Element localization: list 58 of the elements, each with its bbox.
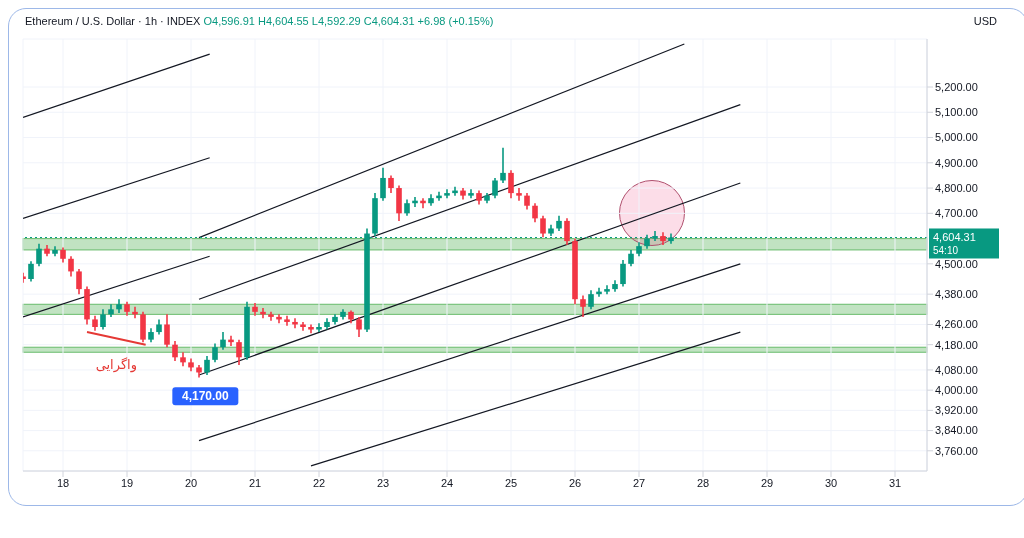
x-tick-label: 24 xyxy=(440,476,454,489)
candlestick xyxy=(532,202,538,223)
x-tick-label: 30 xyxy=(824,476,838,489)
y-tick-label: 4,700.00 xyxy=(935,207,978,220)
candlestick xyxy=(28,260,34,283)
candlestick xyxy=(580,294,586,318)
candlestick xyxy=(68,255,74,278)
candlestick xyxy=(500,146,506,184)
chart-subtitle: O4,596.91 H4,604.55 L4,592.29 C4,604.31 +6.98 (+0.15%) xyxy=(203,15,494,27)
x-tick-label: 20 xyxy=(184,476,198,489)
y-tick-label: 4,800.00 xyxy=(935,181,978,194)
annotation: 4,170.00 xyxy=(181,389,230,404)
x-tick-label: 25 xyxy=(504,476,518,489)
y-tick-label: 5,000.00 xyxy=(935,131,978,144)
candlestick xyxy=(100,308,106,331)
x-tick-label: 22 xyxy=(312,476,326,489)
y-tick-label: 4,380.00 xyxy=(935,288,978,301)
ref-line-label: 4,604.31 xyxy=(933,231,976,244)
candlestick xyxy=(204,355,210,376)
candlestick xyxy=(508,169,514,199)
y-tick-label: 4,260.00 xyxy=(935,318,978,331)
y-tick-label: 4,180.00 xyxy=(935,338,978,351)
x-tick-label: 27 xyxy=(632,476,646,489)
y-tick-label: 4,080.00 xyxy=(935,363,978,376)
x-tick-label: 19 xyxy=(120,476,134,489)
candlestick xyxy=(236,338,242,366)
x-tick-label: 29 xyxy=(760,476,774,489)
y-tick-label: 4,000.00 xyxy=(935,384,978,397)
candlestick xyxy=(164,313,170,349)
candlestick xyxy=(620,259,626,288)
candlestick xyxy=(492,177,498,199)
text: 54:10 xyxy=(933,245,959,257)
x-tick-label: 31 xyxy=(888,476,902,489)
candlestick xyxy=(76,268,82,295)
candlestick xyxy=(36,242,42,268)
y-tick-label: 3,840.00 xyxy=(935,424,978,437)
x-tick-label: 28 xyxy=(696,476,710,489)
y-tick-label: 4,500.00 xyxy=(935,257,978,270)
candlestick xyxy=(564,217,570,246)
candlestick xyxy=(516,187,522,202)
candlestick xyxy=(356,316,362,338)
y-tick-label: 3,920.00 xyxy=(935,404,978,417)
x-tick-label: 26 xyxy=(568,476,582,489)
chart-title: Ethereum / U.S. Dollar · 1h · INDEX xyxy=(25,15,201,27)
candlestick xyxy=(380,167,386,202)
candlestick xyxy=(212,342,218,364)
y-tick-label: 5,100.00 xyxy=(935,106,978,119)
candlestick xyxy=(172,340,178,362)
y-tick-label: 4,900.00 xyxy=(935,156,978,169)
candlestick xyxy=(540,215,546,239)
x-tick-label: 23 xyxy=(376,476,390,489)
candlestick xyxy=(588,289,594,311)
y-tick-label: 5,200.00 xyxy=(935,80,978,93)
x-tick-label: 21 xyxy=(248,476,262,489)
y-tick-label: 3,760.00 xyxy=(935,444,978,457)
y-axis-title: USD xyxy=(973,15,997,27)
annotation: واگرایی xyxy=(94,356,138,372)
x-tick-label: 18 xyxy=(56,476,70,489)
